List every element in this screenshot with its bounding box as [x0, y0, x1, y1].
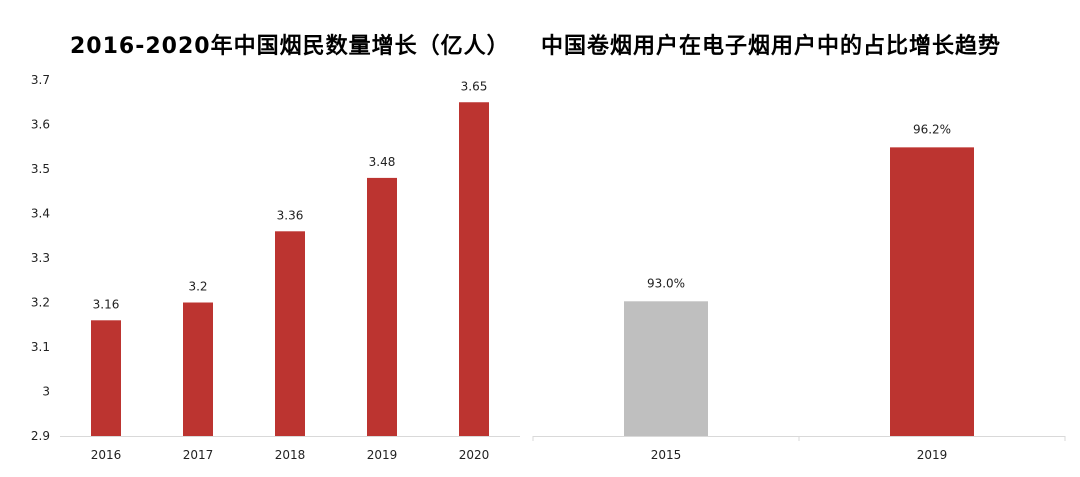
- left-chart-title: 2016-2020年中国烟民数量增长（亿人）: [70, 34, 510, 59]
- left-y-tick-label: 3: [42, 385, 50, 399]
- right-x-tick-label: 2015: [651, 448, 682, 462]
- left-y-tick-label: 3.4: [31, 207, 50, 221]
- right-chart-title: 中国卷烟用户在电子烟用户中的占比增长趋势: [541, 34, 1002, 59]
- left-y-tick-label: 3.7: [31, 73, 50, 87]
- left-data-label: 3.48: [369, 155, 396, 169]
- left-data-label: 3.65: [461, 79, 488, 93]
- left-chart: 2.9 3 3.1 3.2 3.3 3.4 3.5 3.6 3.7 3.16 2016 3.2 2017…: [31, 73, 520, 462]
- left-y-tick-label: 3.3: [31, 251, 50, 265]
- left-x-tick-label: 2018: [275, 448, 306, 462]
- left-bar: [275, 231, 305, 436]
- left-y-tick-label: 3.2: [31, 296, 50, 310]
- right-data-label: 96.2%: [913, 122, 951, 136]
- left-x-tick-label: 2019: [367, 448, 398, 462]
- left-bar: [367, 177, 397, 436]
- right-x-tick-label: 2019: [917, 448, 948, 462]
- left-data-label: 3.36: [277, 208, 304, 222]
- left-y-tick-label: 3.5: [31, 162, 50, 176]
- left-data-label: 3.16: [93, 297, 120, 311]
- left-x-tick-label: 2016: [91, 448, 122, 462]
- left-bar: [459, 102, 489, 436]
- left-y-tick-label: 2.9: [31, 429, 50, 443]
- left-bar: [183, 302, 213, 436]
- left-x-tick-label: 2020: [459, 448, 490, 462]
- left-bar: [91, 320, 121, 436]
- right-bar: [890, 147, 974, 436]
- left-y-tick-label: 3.1: [31, 340, 50, 354]
- left-x-tick-label: 2017: [183, 448, 214, 462]
- right-chart: 93.0% 2015 96.2% 2019: [532, 122, 1066, 462]
- right-data-label: 93.0%: [647, 276, 685, 290]
- left-data-label: 3.2: [188, 280, 207, 294]
- left-y-tick-label: 3.6: [31, 118, 50, 132]
- right-bar: [624, 301, 708, 436]
